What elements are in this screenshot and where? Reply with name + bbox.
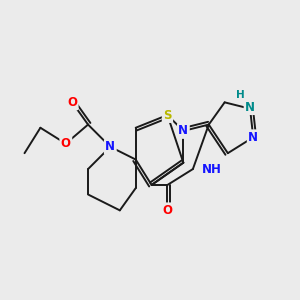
Text: S: S — [163, 109, 172, 122]
Text: O: O — [67, 96, 77, 109]
Text: O: O — [163, 204, 172, 217]
Text: H: H — [236, 90, 245, 100]
Text: NH: NH — [202, 163, 222, 176]
Text: N: N — [248, 131, 258, 144]
Text: N: N — [245, 100, 255, 114]
Text: O: O — [61, 137, 71, 150]
Text: N: N — [178, 124, 188, 137]
Text: N: N — [105, 140, 115, 153]
